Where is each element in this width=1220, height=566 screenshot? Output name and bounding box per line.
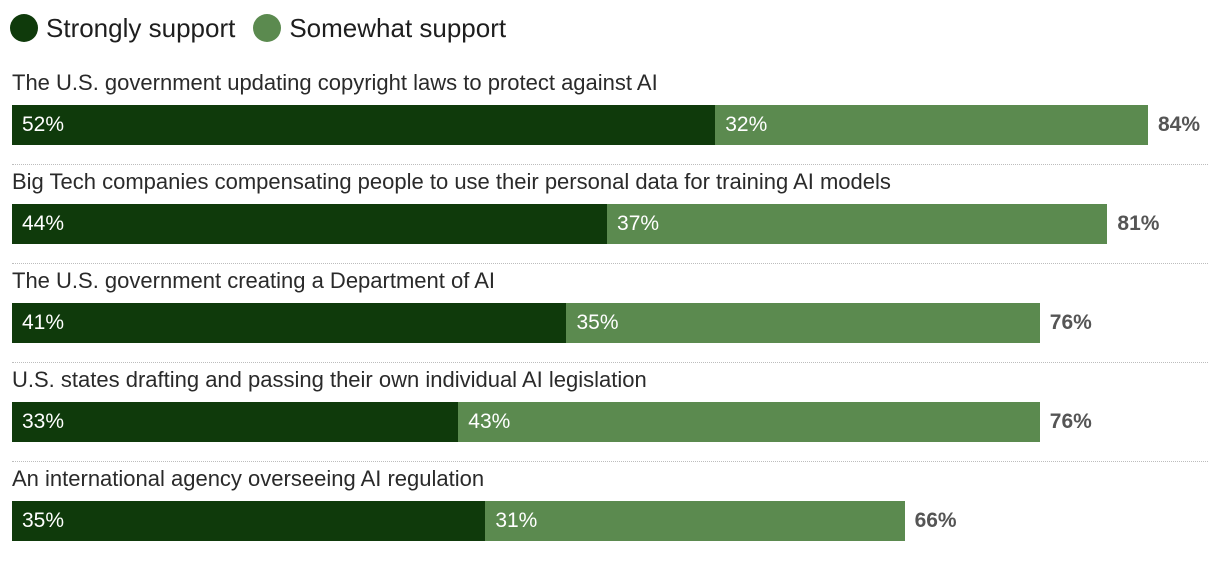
bar-segment-somewhat-support: 31% [485, 501, 905, 541]
row-divider [12, 362, 1208, 363]
legend-item-somewhat-support: Somewhat support [253, 13, 506, 44]
row-divider [12, 461, 1208, 462]
bar-total-label: 81% [1117, 212, 1160, 235]
bar-segment-strongly-support: 35% [12, 501, 486, 541]
legend: Strongly support Somewhat support [10, 10, 506, 46]
bar-segment-somewhat-support: 43% [458, 402, 1040, 442]
category-label: U.S. states drafting and passing their o… [12, 367, 647, 392]
bar-track: 35% 31% 66% [12, 501, 1152, 541]
category-label: The U.S. government updating copyright l… [12, 70, 658, 95]
bar-total-label: 76% [1049, 410, 1092, 433]
legend-swatch-strongly-support [10, 14, 38, 42]
bar-segment-strongly-support: 52% [12, 105, 716, 145]
bar-value-label: 44% [22, 212, 65, 235]
category-label: The U.S. government creating a Departmen… [12, 268, 496, 293]
bar-total-label: 66% [914, 509, 957, 532]
bar-row: The U.S. government updating copyright l… [0, 70, 1220, 170]
bar-value-label: 33% [22, 410, 65, 433]
bar-row: Big Tech companies compensating people t… [0, 169, 1220, 269]
bar-track: 41% 35% 76% [12, 303, 1152, 343]
bar-segment-somewhat-support: 37% [607, 204, 1108, 244]
bar-value-label: 35% [22, 509, 65, 532]
category-label: An international agency overseeing AI re… [12, 466, 485, 491]
bar-segment-strongly-support: 44% [12, 204, 608, 244]
bar-segment-strongly-support: 33% [12, 402, 459, 442]
bar-track: 44% 37% 81% [12, 204, 1159, 244]
bar-value-label: 43% [468, 410, 511, 433]
bar-total-label: 76% [1049, 311, 1092, 334]
bar-track: 33% 43% 76% [12, 402, 1152, 442]
bar-value-label: 32% [725, 113, 768, 136]
bar-row: U.S. states drafting and passing their o… [0, 367, 1220, 467]
bar-row: The U.S. government creating a Departmen… [0, 268, 1220, 368]
bar-value-label: 52% [22, 113, 65, 136]
legend-label-somewhat-support: Somewhat support [289, 12, 507, 43]
category-label: Big Tech companies compensating people t… [12, 169, 891, 194]
bar-segment-somewhat-support: 32% [715, 105, 1148, 145]
bar-total-label: 84% [1158, 113, 1201, 136]
row-divider [12, 164, 1208, 165]
legend-label-strongly-support: Strongly support [46, 12, 236, 43]
bar-segment-strongly-support: 41% [12, 303, 567, 343]
bar-row: An international agency overseeing AI re… [0, 466, 1220, 566]
legend-swatch-somewhat-support [253, 14, 282, 42]
bar-value-label: 31% [495, 509, 538, 532]
bar-value-label: 35% [576, 311, 619, 334]
row-divider [12, 263, 1208, 264]
bar-value-label: 37% [617, 212, 660, 235]
bar-track: 52% 32% 84% [12, 105, 1200, 145]
bar-segment-somewhat-support: 35% [566, 303, 1040, 343]
legend-item-strongly-support: Strongly support [10, 13, 235, 44]
stacked-bar-chart: The U.S. government updating copyright l… [0, 70, 1220, 541]
bar-value-label: 41% [22, 311, 65, 334]
